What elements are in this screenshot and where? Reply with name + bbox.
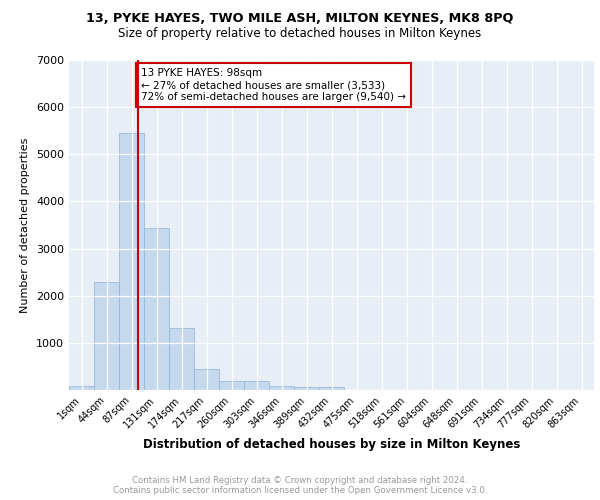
Bar: [319, 387, 344, 390]
Text: Size of property relative to detached houses in Milton Keynes: Size of property relative to detached ho…: [118, 28, 482, 40]
Bar: [94, 282, 119, 390]
Text: 13 PYKE HAYES: 98sqm
← 27% of detached houses are smaller (3,533)
72% of semi-de: 13 PYKE HAYES: 98sqm ← 27% of detached h…: [141, 68, 406, 102]
Bar: [244, 382, 269, 390]
Text: 13, PYKE HAYES, TWO MILE ASH, MILTON KEYNES, MK8 8PQ: 13, PYKE HAYES, TWO MILE ASH, MILTON KEY…: [86, 12, 514, 26]
Bar: [169, 328, 194, 390]
X-axis label: Distribution of detached houses by size in Milton Keynes: Distribution of detached houses by size …: [143, 438, 520, 451]
Bar: [69, 386, 94, 390]
Bar: [144, 228, 169, 390]
Bar: [269, 386, 294, 390]
Bar: [219, 382, 244, 390]
Bar: [294, 386, 319, 390]
Bar: [194, 370, 219, 390]
Bar: [119, 133, 144, 390]
Text: Contains HM Land Registry data © Crown copyright and database right 2024.
Contai: Contains HM Land Registry data © Crown c…: [113, 476, 487, 495]
Y-axis label: Number of detached properties: Number of detached properties: [20, 138, 31, 312]
